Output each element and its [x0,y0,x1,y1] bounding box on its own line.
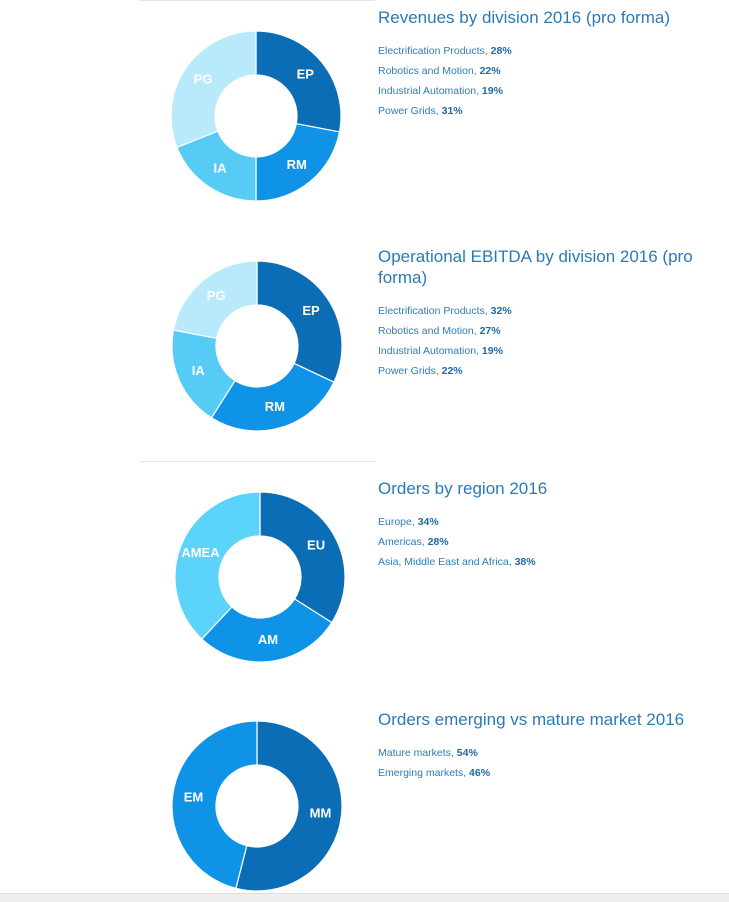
bottom-scrollbar-area [0,893,729,902]
chart-title: Operational EBITDA by division 2016 (pro… [378,247,693,287]
slice-label-pg: PG [194,71,213,86]
legend-label: Industrial Automation [378,345,477,357]
legend-label: Mature markets [378,747,451,759]
section-divider [140,461,375,462]
legend-label: Power Grids [378,105,436,117]
donut-slice-mm [235,720,343,892]
legend-value: 28% [490,45,512,57]
slice-label-ia: IA [192,363,206,378]
slice-label-ia: IA [214,160,228,175]
donut-slice-amea [174,491,261,640]
legend-label: Electrification Products [378,305,485,317]
legend-label: Robotics and Motion [378,325,474,337]
chart-legend: Mature markets, 54% Emerging markets, 46% [378,743,718,783]
slice-label-ep: EP [297,67,315,82]
slice-label-pg: PG [207,288,226,303]
donut-slice-pg [170,30,257,149]
legend-item: Mature markets, 54% [378,747,478,759]
legend-item: Americas, 28% [378,536,449,548]
ebitda-donut-chart: EP RM IA PG [171,260,343,432]
donut-slice-em [171,720,258,890]
orders-region-donut-chart: EU AM AMEA [174,491,346,663]
donut-slice-pg [172,260,258,340]
donut-slice-am [200,598,333,663]
legend-item: Robotics and Motion, 22% [378,65,501,77]
chart-legend: Electrification Products, 28% Robotics an… [378,41,718,121]
legend-item: Asia, Middle East and Africa, 38% [378,556,536,568]
orders-region-panel: Orders by region 2016 Europe, 34% America… [378,478,718,572]
donut-slice-eu [259,491,346,624]
orders-market-panel: Orders emerging vs mature market 2016 Ma… [378,709,718,783]
slice-label-rm: RM [265,399,285,414]
legend-label: Industrial Automation [378,85,477,97]
chart-title: Orders by region 2016 [378,479,548,498]
chart-title: Revenues by division 2016 (pro forma) [378,8,670,27]
legend-value: 19% [481,345,503,357]
legend-value: 34% [417,516,439,528]
legend-label: Robotics and Motion [378,65,474,77]
ebitda-panel: Operational EBITDA by division 2016 (pro… [378,246,718,381]
legend-value: 19% [481,85,503,97]
legend-item: Power Grids, 31% [378,105,463,117]
legend-value: 22% [441,365,463,377]
legend-value: 22% [479,65,501,77]
slice-label-mm: MM [310,805,332,820]
slice-label-am: AM [258,632,278,647]
donut-slice-rm [255,122,341,202]
donut-slice-ep [256,260,343,383]
legend-item: Electrification Products, 28% [378,45,512,57]
legend-item: Europe, 34% [378,516,439,528]
slice-label-ep: EP [302,303,320,318]
legend-value: 28% [427,536,449,548]
slice-label-eu: EU [307,538,325,553]
chart-legend: Electrification Products, 32% Robotics an… [378,301,718,381]
legend-label: Emerging markets [378,767,464,779]
orders-market-donut-chart: MM EM [171,720,343,892]
slice-label-amea: AMEA [181,545,220,560]
legend-value: 27% [479,325,501,337]
legend-label: Asia, Middle East and Africa [378,556,509,568]
donut-slice-ep [255,30,342,133]
top-divider [140,0,375,1]
legend-item: Robotics and Motion, 27% [378,325,501,337]
legend-label: Power Grids [378,365,436,377]
donut-slice-rm [210,362,335,432]
legend-item: Industrial Automation, 19% [378,345,503,357]
revenues-donut-chart: EP RM IA PG [170,30,342,202]
legend-value: 54% [456,747,478,759]
legend-value: 31% [441,105,463,117]
legend-label: Americas [378,536,422,548]
legend-label: Europe [378,516,412,528]
chart-title: Orders emerging vs mature market 2016 [378,710,685,729]
legend-value: 38% [514,556,536,568]
legend-item: Electrification Products, 32% [378,305,512,317]
legend-label: Electrification Products [378,45,485,57]
slice-label-em: EM [184,789,204,804]
legend-item: Industrial Automation, 19% [378,85,503,97]
chart-legend: Europe, 34% Americas, 28% Asia, Middle Eas… [378,512,718,572]
legend-item: Emerging markets, 46% [378,767,491,779]
legend-item: Power Grids, 22% [378,365,463,377]
revenues-panel: Revenues by division 2016 (pro forma) El… [378,7,718,121]
slice-label-rm: RM [287,157,307,172]
legend-value: 32% [490,305,512,317]
legend-value: 46% [469,767,491,779]
